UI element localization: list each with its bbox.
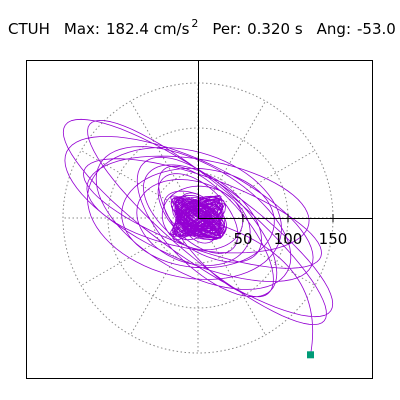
max-unit-exponent: 2 <box>191 17 199 30</box>
grid-spoke <box>197 150 316 219</box>
plot-frame <box>26 60 373 379</box>
end-marker <box>307 351 314 359</box>
header: CTUH Max: 182.4 cm/s 2 Per: 0.320 s Ang: -53.0 <box>8 17 396 40</box>
per-value: 0.320 s <box>247 20 303 38</box>
grid-spoke <box>130 100 199 219</box>
max-value: 182.4 cm/s <box>105 20 190 38</box>
ang-label: Ang: <box>316 20 351 38</box>
x-tick-label: 150 <box>319 230 348 248</box>
per-label: Per: <box>212 20 242 38</box>
ang-value: -53.0 <box>357 20 396 38</box>
grid-spoke <box>197 100 266 219</box>
grid-spoke <box>197 217 266 336</box>
grid-spoke <box>80 217 199 286</box>
grid-spoke <box>130 217 199 336</box>
grid-spoke <box>197 217 316 286</box>
x-tick-label: 100 <box>274 230 303 248</box>
station-code: CTUH <box>8 20 50 38</box>
max-label: Max: <box>63 20 100 38</box>
x-tick-label: 50 <box>233 230 252 248</box>
orbit-trace <box>62 118 334 355</box>
